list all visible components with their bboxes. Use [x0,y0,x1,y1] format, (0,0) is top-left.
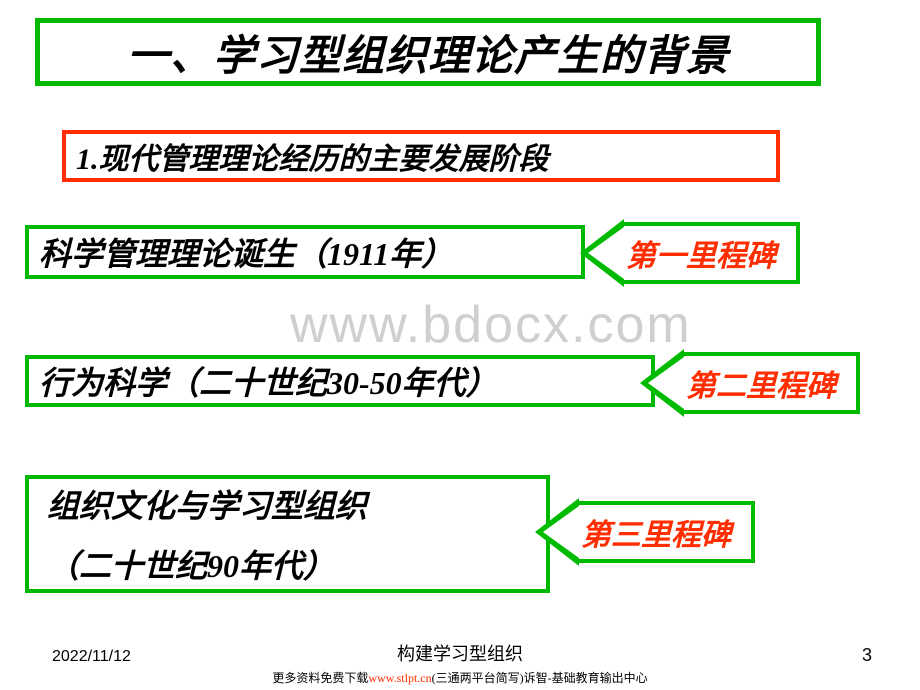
footer-page: 3 [862,645,872,666]
row-3-box: 组织文化与学习型组织 （二十世纪90年代） [25,475,550,593]
milestone-1-text: 第一里程碑 [626,231,776,275]
main-title: 一、学习型组织理论产生的背景 [127,22,729,83]
row-2-box: 行为科学（二十世纪30-50年代） [25,355,655,407]
row-3-line1: 组织文化与学习型组织 [47,481,367,527]
milestone-2-text: 第二里程碑 [686,361,836,405]
row-3-line2: （二十世纪90年代） [47,541,335,587]
credit-url: www.stlpt.cn [368,671,431,685]
main-title-box: 一、学习型组织理论产生的背景 [35,18,821,86]
milestone-2-callout: 第二里程碑 [640,349,860,417]
milestone-3-callout: 第三里程碑 [535,498,755,566]
row-1-box: 科学管理理论诞生（1911年） [25,225,585,279]
watermark: www.bdocx.com [290,295,692,355]
milestone-1-callout: 第一里程碑 [580,219,800,287]
subtitle-box: 1.现代管理理论经历的主要发展阶段 [62,130,780,182]
credit-prefix: 更多资料免费下载 [272,671,368,685]
credit-suffix: (三通两平台简写)诉智-基础教育输出中心 [432,671,648,685]
milestone-2-body: 第二里程碑 [680,352,860,414]
arrow-left-icon [535,498,579,566]
footer-credit: 更多资料免费下载www.stlpt.cn(三通两平台简写)诉智-基础教育输出中心 [0,669,920,686]
milestone-3-body: 第三里程碑 [575,501,755,563]
milestone-3-text: 第三里程碑 [581,510,731,554]
row-2-text: 行为科学（二十世纪30-50年代） [39,358,498,404]
subtitle-text: 1.现代管理理论经历的主要发展阶段 [76,134,549,178]
row-1-text: 科学管理理论诞生（1911年） [39,229,453,275]
milestone-1-body: 第一里程碑 [620,222,800,284]
footer-center: 构建学习型组织 [0,640,920,666]
arrow-left-icon [580,219,624,287]
arrow-left-icon [640,349,684,417]
